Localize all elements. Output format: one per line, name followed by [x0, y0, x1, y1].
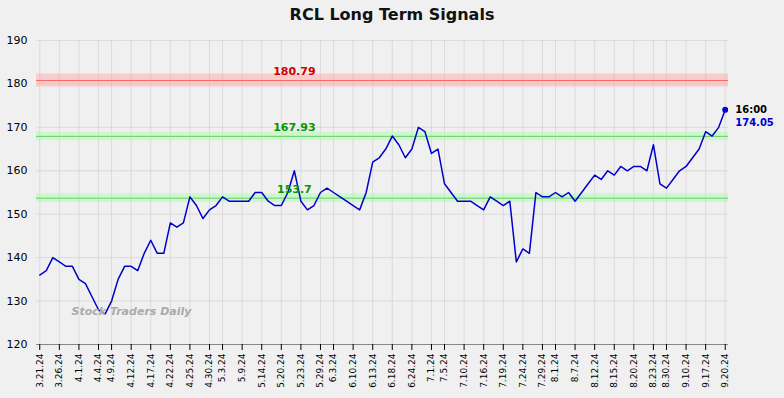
svg-text:9.10.24: 9.10.24	[681, 353, 691, 388]
svg-text:Stock Traders Daily: Stock Traders Daily	[72, 305, 193, 318]
svg-text:7.1.24: 7.1.24	[426, 353, 436, 382]
svg-text:6.13.24: 6.13.24	[368, 353, 378, 388]
svg-text:7.16.24: 7.16.24	[479, 353, 489, 388]
svg-text:180: 180	[7, 77, 28, 90]
svg-text:190: 190	[7, 34, 28, 47]
svg-text:4.4.24: 4.4.24	[93, 353, 103, 382]
svg-text:3.21.24: 3.21.24	[35, 353, 45, 388]
svg-text:4.22.24: 4.22.24	[165, 353, 175, 388]
svg-text:8.15.24: 8.15.24	[609, 353, 619, 388]
svg-text:4.12.24: 4.12.24	[126, 353, 136, 388]
svg-text:5.29.24: 5.29.24	[315, 353, 325, 388]
svg-text:6.18.24: 6.18.24	[387, 353, 397, 388]
svg-text:4.9.24: 4.9.24	[106, 353, 116, 382]
svg-text:7.10.24: 7.10.24	[459, 353, 469, 388]
svg-text:170: 170	[7, 121, 28, 134]
svg-text:8.30.24: 8.30.24	[661, 353, 671, 388]
svg-text:130: 130	[7, 295, 28, 308]
svg-text:174.05: 174.05	[735, 117, 774, 128]
svg-text:8.23.24: 8.23.24	[648, 353, 658, 388]
svg-text:3.26.24: 3.26.24	[54, 353, 64, 388]
svg-text:6.3.24: 6.3.24	[328, 353, 338, 382]
svg-text:167.93: 167.93	[273, 121, 315, 134]
svg-text:8.7.24: 8.7.24	[570, 353, 580, 382]
svg-text:8.12.24: 8.12.24	[590, 353, 600, 388]
html-text:RCL Long Term Signals: RCL Long Term Signals	[289, 5, 495, 24]
svg-text:120: 120	[7, 338, 28, 351]
svg-text:7.5.24: 7.5.24	[439, 353, 449, 382]
svg-text:180.79: 180.79	[273, 65, 315, 78]
svg-text:160: 160	[7, 164, 28, 177]
svg-text:4.25.24: 4.25.24	[185, 353, 195, 388]
svg-text:153.7: 153.7	[277, 183, 312, 196]
svg-text:6.24.24: 6.24.24	[407, 353, 417, 388]
svg-text:7.29.24: 7.29.24	[537, 353, 547, 388]
svg-text:16:00: 16:00	[735, 104, 767, 115]
svg-text:8.20.24: 8.20.24	[629, 353, 639, 388]
svg-text:5.9.24: 5.9.24	[237, 353, 247, 382]
svg-text:4.1.24: 4.1.24	[74, 353, 84, 382]
svg-text:140: 140	[7, 251, 28, 264]
svg-text:5.14.24: 5.14.24	[257, 353, 267, 388]
svg-text:8.1.24: 8.1.24	[550, 353, 560, 382]
svg-text:7.24.24: 7.24.24	[518, 353, 528, 388]
svg-text:4.17.24: 4.17.24	[146, 353, 156, 388]
svg-text:5.3.24: 5.3.24	[217, 353, 227, 382]
svg-text:4.30.24: 4.30.24	[204, 353, 214, 388]
svg-text:7.19.24: 7.19.24	[498, 353, 508, 388]
svg-text:5.20.24: 5.20.24	[276, 353, 286, 388]
svg-text:9.20.24: 9.20.24	[720, 353, 730, 388]
svg-text:5.23.24: 5.23.24	[296, 353, 306, 388]
svg-text:6.10.24: 6.10.24	[348, 353, 358, 388]
svg-text:150: 150	[7, 208, 28, 221]
svg-text:9.17.24: 9.17.24	[701, 353, 711, 388]
